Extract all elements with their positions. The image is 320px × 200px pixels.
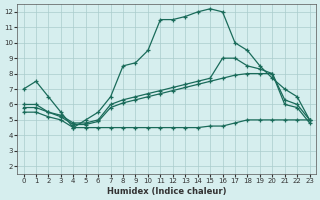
X-axis label: Humidex (Indice chaleur): Humidex (Indice chaleur) bbox=[107, 187, 226, 196]
